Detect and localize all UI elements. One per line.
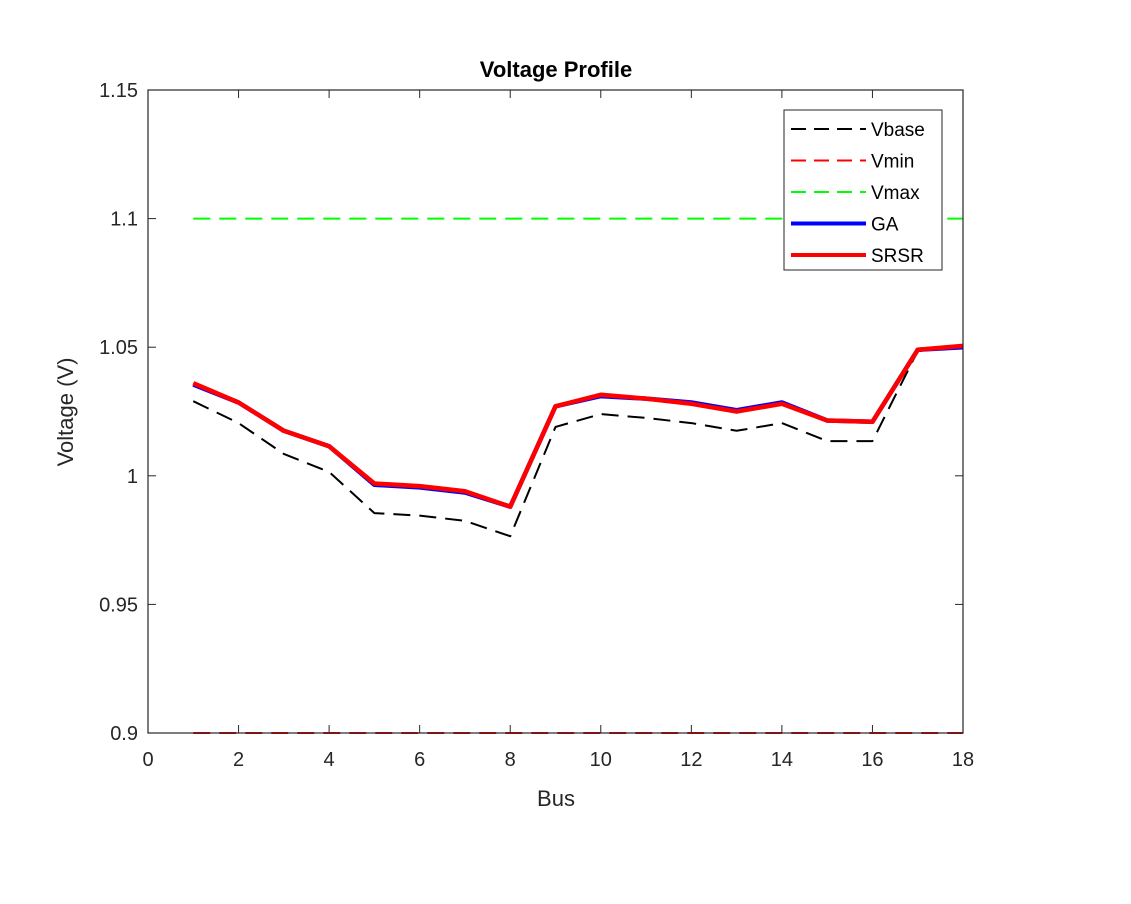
x-tick-label: 10 (590, 749, 612, 771)
axis-ticks: 0 2 4 6 8 10 12 14 16 18 0.9 0.95 1 1.05 1.1 1.15 (99, 80, 974, 771)
x-tick-label: 4 (324, 749, 335, 771)
plot-frame (147, 89, 964, 734)
chart-title: Voltage Profile (480, 57, 632, 82)
legend: Vbase Vmin Vmax GA SRSR (783, 109, 943, 271)
y-tick-label: 1.15 (99, 80, 138, 102)
x-tick-label: 2 (233, 749, 244, 771)
legend-label-ga: GA (871, 215, 899, 236)
y-tick-label: 1 (127, 466, 138, 488)
y-tick-label: 0.9 (110, 723, 138, 745)
x-tick-label: 14 (771, 749, 793, 771)
x-tick-label: 0 (142, 749, 153, 771)
y-axis-label: Voltage (V) (53, 358, 78, 467)
series-lines (192, 217, 964, 734)
x-tick-label: 16 (861, 749, 883, 771)
x-tick-label: 8 (505, 749, 516, 771)
y-tick-label: 1.1 (110, 209, 138, 231)
series-line-srsr (192, 343, 964, 509)
y-tick-label: 0.95 (99, 594, 138, 616)
y-tick-label: 1.05 (99, 337, 138, 359)
legend-label-vbase: Vbase (871, 120, 925, 141)
legend-label-vmin: Vmin (871, 152, 914, 173)
legend-label-vmax: Vmax (871, 183, 920, 204)
legend-box (783, 109, 943, 271)
x-tick-label: 12 (680, 749, 702, 771)
x-tick-label: 18 (952, 749, 974, 771)
series-line-vbase (192, 346, 964, 538)
x-tick-label: 6 (414, 749, 425, 771)
x-axis-label: Bus (537, 786, 575, 811)
legend-label-srsr: SRSR (871, 246, 924, 267)
